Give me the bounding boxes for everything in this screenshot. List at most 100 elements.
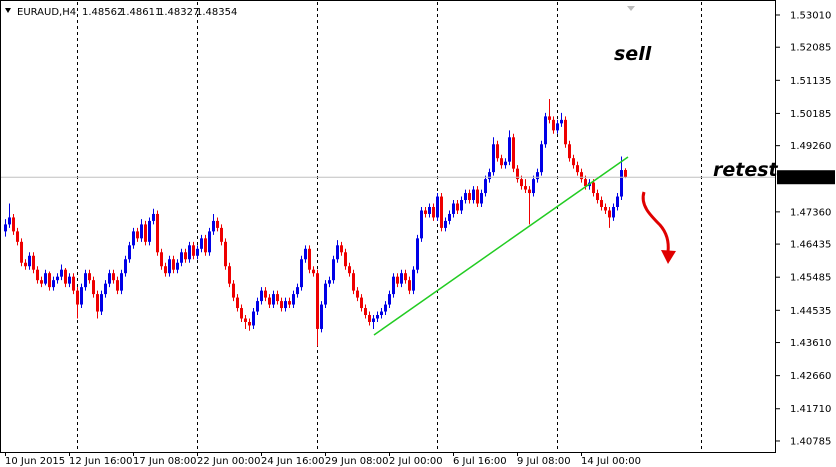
candle-body (28, 255, 31, 267)
candle-body (24, 262, 27, 267)
candle-body (288, 301, 291, 305)
candle-body (312, 269, 315, 274)
candle-body (620, 170, 623, 197)
plot-frame (0, 0, 776, 453)
candle-body (264, 290, 267, 298)
candle-body (16, 231, 19, 242)
candle-body (176, 262, 179, 270)
x-tick-label: 24 Jun 16:00 (261, 456, 325, 467)
candle-body (508, 137, 511, 162)
candle-body (140, 224, 143, 239)
candle-body (208, 231, 211, 253)
candle-body (12, 217, 15, 232)
candle-body (96, 294, 99, 312)
x-tick-label: 9 Jul 08:00 (517, 456, 571, 467)
candle-body (224, 241, 227, 267)
time-grid (77, 2, 702, 452)
menu-triangle (5, 8, 11, 13)
candle-body (160, 252, 163, 267)
candle-body (532, 179, 535, 194)
candle-body (436, 196, 439, 218)
y-tick-label: 1.43610 (790, 338, 831, 349)
candle-body (252, 311, 255, 326)
candle-body (128, 245, 131, 260)
candle-body (232, 283, 235, 298)
candle-body (504, 161, 507, 166)
annotation: retest (713, 159, 779, 181)
candle-body (412, 269, 415, 291)
candle-body (324, 283, 327, 305)
candle-body (424, 210, 427, 214)
candle-body (184, 252, 187, 260)
y-tick-label: 1.46435 (790, 240, 831, 251)
candle-body (444, 220, 447, 228)
candle-body (512, 137, 515, 169)
y-tick-label: 1.41710 (790, 404, 831, 415)
candle-body (48, 273, 51, 288)
candle-body (552, 119, 555, 131)
candle-body (572, 158, 575, 166)
candle-body (592, 182, 595, 194)
candle-body (344, 252, 347, 267)
candle-body (80, 287, 83, 305)
candle-body (356, 290, 359, 298)
candle-body (204, 238, 207, 253)
candle-body (428, 206, 431, 214)
candle-body (72, 276, 75, 291)
candle-body (296, 287, 299, 295)
candle-body (156, 213, 159, 253)
candle-body (84, 273, 87, 288)
candle-body (596, 193, 599, 201)
x-tick-label: 12 Jun 16:00 (69, 456, 133, 467)
candle-body (56, 276, 59, 281)
candle-body (316, 273, 319, 329)
candle-body (440, 196, 443, 228)
candle-body (220, 227, 223, 242)
arrow-head (661, 250, 676, 264)
candle-body (284, 301, 287, 309)
candle-body (580, 172, 583, 180)
candle-body (460, 200, 463, 211)
candle-body (388, 294, 391, 305)
candle-body (88, 273, 91, 281)
candle-body (188, 245, 191, 260)
candle-body (604, 206, 607, 211)
candle-body (468, 193, 471, 201)
candle-body (488, 172, 491, 180)
candle-body (116, 280, 119, 291)
candle-body (244, 318, 247, 322)
candle-body (404, 273, 407, 281)
candle-body (240, 308, 243, 319)
y-tick-label: 1.40785 (790, 436, 831, 447)
candle-body (576, 165, 579, 173)
candle-body (172, 259, 175, 270)
candle-body (300, 259, 303, 288)
annotation: sell (614, 43, 652, 65)
y-tick-label: 1.50185 (790, 109, 831, 120)
x-tick-label: 14 Jul 00:00 (581, 456, 641, 467)
candle-body (92, 280, 95, 295)
candle-body (608, 210, 611, 218)
candle-body (452, 203, 455, 214)
plot (1, 98, 776, 347)
candle-body (472, 189, 475, 201)
candle-body (60, 269, 63, 277)
candle-body (36, 269, 39, 281)
candle-body (528, 189, 531, 194)
candle-body (124, 259, 127, 274)
candle-body (540, 144, 543, 173)
candle-body (448, 213, 451, 221)
candle-body (272, 294, 275, 305)
y-tick-label: 1.53010 (790, 10, 831, 21)
candle-body (364, 308, 367, 316)
candle-body (352, 273, 355, 291)
candle-body (464, 193, 467, 201)
candle-body (200, 238, 203, 249)
candle-body (408, 280, 411, 291)
y-tick-label: 1.49260 (790, 141, 831, 152)
candle-body (180, 252, 183, 263)
candle-body (376, 315, 379, 319)
candle-body (168, 259, 171, 274)
candle-body (496, 144, 499, 159)
